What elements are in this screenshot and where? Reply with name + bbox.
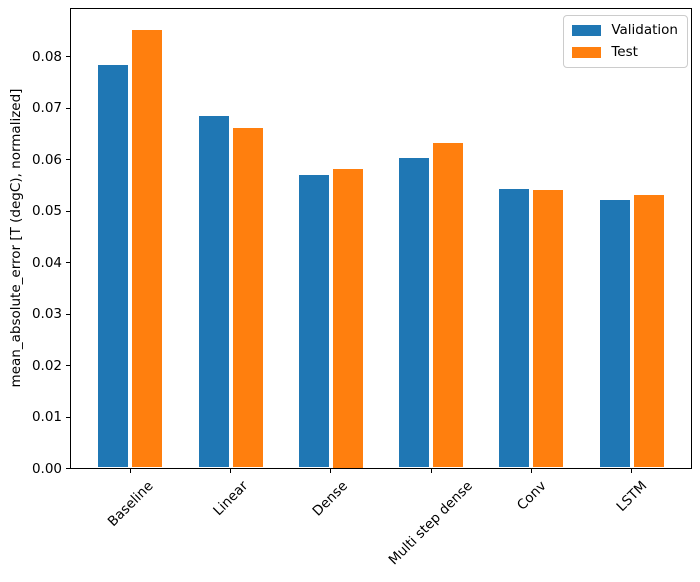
y-tick (66, 468, 70, 469)
y-tick-label: 0.00 (31, 460, 62, 477)
y-tick-label: 0.05 (31, 203, 62, 220)
y-tick (66, 56, 70, 58)
bar-validation-conv (499, 188, 530, 468)
y-tick-label: 0.08 (31, 48, 62, 65)
x-tick (430, 468, 432, 473)
x-tick (230, 468, 232, 473)
bar-validation-linear (198, 116, 229, 468)
bar-test-baseline (132, 30, 163, 468)
y-axis-label: mean_absolute_error [T (degC), normalize… (8, 88, 24, 388)
legend: Validation Test (563, 15, 688, 68)
x-tick (530, 468, 532, 473)
x-tick (330, 468, 332, 473)
bar-validation-lstm (599, 199, 630, 468)
legend-label-test: Test (611, 44, 638, 60)
bar-test-lstm (633, 195, 664, 468)
bar-test-conv (533, 190, 564, 468)
bar-test-multi-step-dense (433, 143, 464, 468)
x-tick-label-dense: Dense (309, 478, 352, 520)
y-tick (66, 365, 70, 367)
x-tick-label-baseline: Baseline (104, 478, 157, 530)
bar-validation-multi-step-dense (399, 157, 430, 468)
legend-item-validation: Validation (572, 23, 678, 38)
test-swatch-icon (572, 47, 602, 58)
x-tick-label-multi-step-dense: Multi step dense (385, 478, 476, 569)
y-tick (66, 262, 70, 264)
x-tick-label-lstm: LSTM (613, 478, 651, 515)
y-tick-label: 0.01 (31, 409, 62, 425)
y-tick-label: 0.07 (31, 100, 62, 117)
y-tick (66, 313, 70, 315)
y-tick-label: 0.06 (31, 151, 62, 168)
y-tick (66, 107, 70, 109)
y-tick (66, 210, 70, 212)
x-tick (631, 468, 633, 473)
y-tick-label: 0.04 (31, 254, 62, 271)
y-tick-label: 0.02 (31, 357, 62, 374)
plot-area (70, 8, 692, 469)
y-tick (66, 159, 70, 161)
legend-label-validation: Validation (611, 22, 678, 38)
legend-item-test: Test (572, 45, 678, 60)
x-tick-label-linear: Linear (210, 478, 252, 519)
bar-validation-dense (298, 174, 329, 468)
x-tick (129, 468, 131, 473)
bar-test-linear (232, 127, 263, 468)
y-tick-label: 0.03 (31, 306, 62, 323)
bar-validation-baseline (98, 64, 129, 468)
bar-test-dense (332, 168, 363, 468)
x-tick-label-conv: Conv (513, 478, 550, 514)
validation-swatch-icon (572, 25, 602, 36)
y-tick (66, 416, 70, 418)
